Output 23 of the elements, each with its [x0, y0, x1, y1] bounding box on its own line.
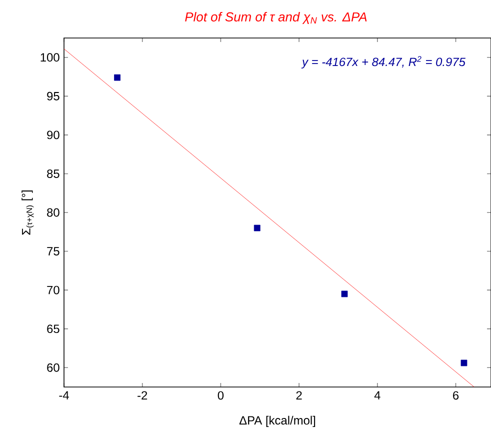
x-axis-title: ΔPA [kcal/mol] [239, 416, 316, 427]
point [114, 74, 120, 81]
y-tick-label: 80 [47, 208, 60, 217]
y-tick-label: 100 [40, 53, 60, 62]
point [460, 360, 468, 366]
x-tick-label: -2 [138, 391, 148, 400]
x-tick-label: 6 [453, 391, 459, 400]
point [254, 224, 260, 232]
y-tick-label: 95 [47, 92, 60, 100]
y-tick-label: 70 [47, 286, 60, 294]
y-tick-label: 65 [47, 324, 60, 334]
y-tick-label: 75 [47, 247, 60, 256]
y-axis-title: Σ$_{(τ+χN)}$ [°] [22, 190, 34, 235]
x-tick-label: 2 [296, 391, 302, 400]
y-tick-label: 60 [47, 363, 60, 372]
point [341, 290, 348, 298]
x-tick-label: 4 [374, 391, 380, 400]
chart-title: Plot of Sum of τ and χ$_{N}$ vs. ΔPA [185, 12, 367, 24]
y-tick-label: 90 [47, 130, 60, 140]
x-tick-label: -4 [59, 391, 69, 400]
y-tick-label: 85 [47, 169, 60, 178]
x-tick-label: 0 [218, 391, 224, 400]
annotation: y = -4167x + 84.47, R$^{2}$ = 0.975 [301, 56, 466, 69]
